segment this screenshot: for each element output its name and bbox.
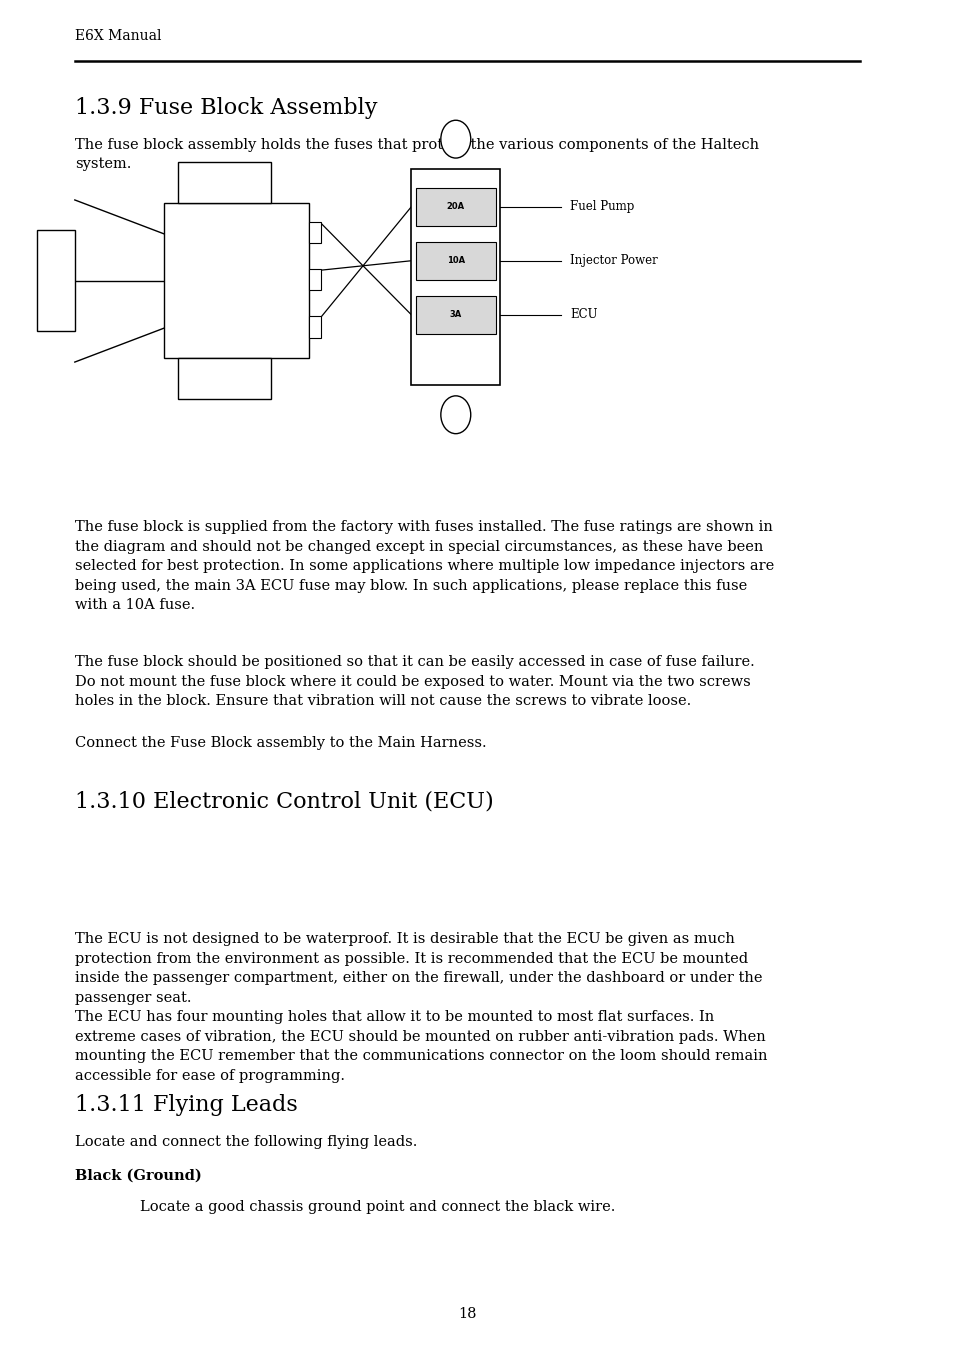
Bar <box>416 188 495 226</box>
Text: 18: 18 <box>457 1308 476 1321</box>
Bar <box>308 222 320 243</box>
Text: Injector Power: Injector Power <box>570 254 658 267</box>
Ellipse shape <box>440 120 470 158</box>
Text: Locate a good chassis ground point and connect the black wire.: Locate a good chassis ground point and c… <box>140 1200 615 1213</box>
Text: 1.3.9 Fuse Block Assembly: 1.3.9 Fuse Block Assembly <box>74 97 376 119</box>
Text: 1.3.11 Flying Leads: 1.3.11 Flying Leads <box>74 1094 297 1116</box>
Text: 3A: 3A <box>449 311 461 319</box>
Bar <box>177 358 271 399</box>
Ellipse shape <box>440 396 470 434</box>
Bar <box>308 316 320 338</box>
Text: 10A: 10A <box>446 257 464 265</box>
Text: ECU: ECU <box>570 308 598 322</box>
Text: The fuse block is supplied from the factory with fuses installed. The fuse ratin: The fuse block is supplied from the fact… <box>74 520 773 612</box>
Text: 1.3.10 Electronic Control Unit (ECU): 1.3.10 Electronic Control Unit (ECU) <box>74 790 493 812</box>
Text: The fuse block should be positioned so that it can be easily accessed in case of: The fuse block should be positioned so t… <box>74 655 754 708</box>
Bar <box>416 296 495 334</box>
Text: Black (Ground): Black (Ground) <box>74 1169 201 1182</box>
Text: Fuel Pump: Fuel Pump <box>570 200 634 213</box>
Text: Connect the Fuse Block assembly to the Main Harness.: Connect the Fuse Block assembly to the M… <box>74 736 486 750</box>
Text: Locate and connect the following flying leads.: Locate and connect the following flying … <box>74 1135 416 1148</box>
Text: The fuse block assembly holds the fuses that protect the various components of t: The fuse block assembly holds the fuses … <box>74 138 759 172</box>
Bar <box>164 203 308 358</box>
Text: The ECU is not designed to be waterproof. It is desirable that the ECU be given : The ECU is not designed to be waterproof… <box>74 932 766 1082</box>
Text: E6X Manual: E6X Manual <box>74 30 161 43</box>
Bar <box>411 169 499 385</box>
Bar <box>177 162 271 203</box>
Text: 20A: 20A <box>446 203 464 211</box>
Bar <box>37 230 74 331</box>
Bar <box>308 269 320 290</box>
Bar <box>416 242 495 280</box>
